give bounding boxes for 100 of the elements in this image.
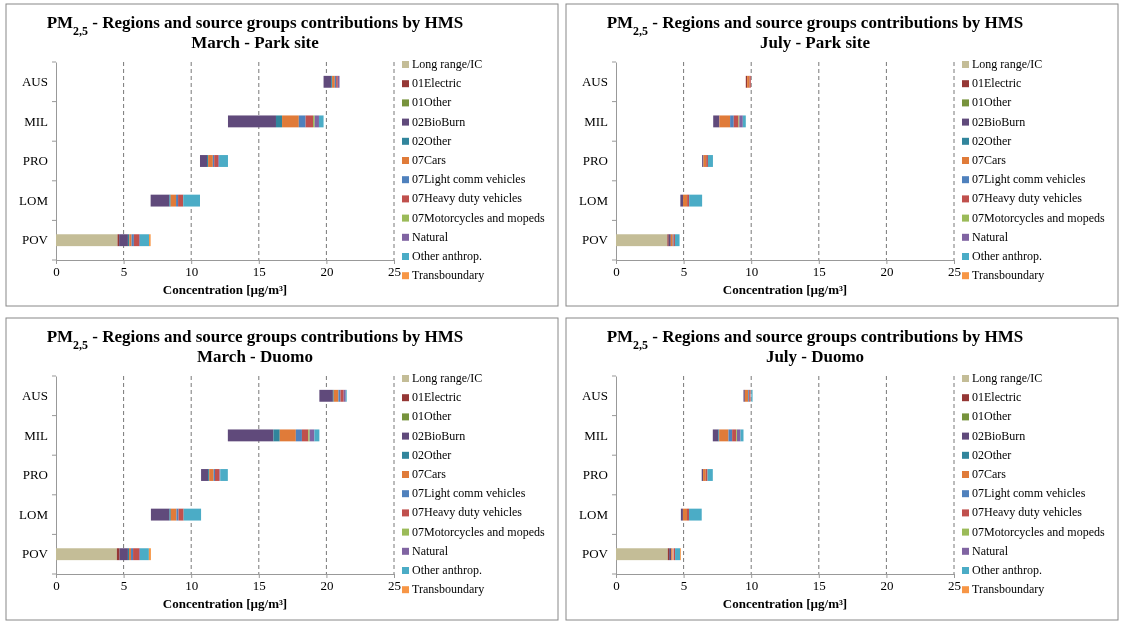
legend-label: Long range/IC: [412, 57, 483, 71]
x-tick-label: 15: [812, 264, 826, 280]
legend-label: 02Other: [412, 447, 452, 462]
legend-label: Transboundary: [412, 582, 485, 597]
chart-subtitle: March - Duomo: [197, 347, 313, 366]
legend-label: 01Other: [412, 95, 452, 110]
legend-label: 07Heavy duty vehicles: [972, 505, 1083, 520]
y-tick-label: AUS: [581, 387, 608, 403]
y-tick-label: LOM: [19, 506, 49, 522]
legend-label: Long range/IC: [412, 371, 483, 385]
x-tick-label: 0: [613, 578, 620, 594]
x-tick-label: 20: [320, 264, 334, 280]
legend-label: 01Electric: [972, 390, 1022, 405]
legend-label: 07Cars: [972, 467, 1007, 481]
legend-label: 07Motorcycles and mopeds: [972, 210, 1105, 225]
y-tick-label: LOM: [19, 192, 49, 208]
x-tick-label: 15: [812, 578, 826, 594]
x-tick-label: 10: [745, 578, 759, 594]
legend-label: 07Motorcycles and mopeds: [972, 524, 1105, 539]
x-axis-title: Concentration [µg/m³]: [162, 282, 288, 297]
legend-label: 07Light comm vehicles: [412, 172, 526, 187]
x-tick-label: 25: [388, 578, 401, 594]
legend-label: 07Heavy duty vehicles: [972, 191, 1083, 206]
legend-label: 01Other: [972, 95, 1012, 110]
legend-label: Other anthrop.: [972, 249, 1042, 263]
x-axis-title: Concentration [µg/m³]: [162, 596, 288, 611]
y-tick-label: PRO: [582, 153, 608, 169]
chart-subtitle: March - Park site: [191, 33, 320, 52]
legend-label: Other anthrop.: [412, 249, 482, 263]
legend-label: 07Light comm vehicles: [972, 486, 1086, 501]
legend-label: Natural: [412, 543, 449, 558]
legend-label: 02BioBurn: [972, 428, 1026, 443]
legend-label: 01Electric: [412, 390, 462, 405]
y-tick-label: MIL: [24, 113, 49, 129]
y-tick-label: MIL: [24, 427, 49, 443]
x-tick-label: 0: [53, 264, 60, 280]
legend-label: 07Light comm vehicles: [412, 486, 526, 501]
x-tick-label: 5: [120, 264, 128, 280]
y-tick-label: MIL: [584, 113, 609, 129]
y-tick-label: POV: [581, 546, 609, 562]
x-tick-label: 25: [948, 578, 961, 594]
chart-subtitle: July - Duomo: [765, 347, 865, 366]
legend-label: 02BioBurn: [412, 114, 466, 129]
legend-label: Transboundary: [972, 582, 1045, 597]
legend-label: Natural: [972, 229, 1009, 244]
x-tick-label: 20: [880, 264, 894, 280]
legend-label: 07Cars: [972, 153, 1007, 167]
legend-label: Natural: [972, 543, 1009, 558]
x-tick-label: 15: [252, 578, 266, 594]
legend-label: Other anthrop.: [972, 563, 1042, 577]
x-tick-label: 10: [745, 264, 759, 280]
chart-subtitle: July - Park site: [759, 33, 871, 52]
y-tick-label: POV: [21, 232, 49, 248]
y-tick-label: AUS: [581, 73, 608, 89]
x-tick-label: 5: [120, 578, 128, 594]
x-tick-label: 10: [185, 264, 199, 280]
y-tick-label: LOM: [579, 192, 609, 208]
x-tick-label: 0: [53, 578, 60, 594]
x-tick-label: 20: [320, 578, 334, 594]
y-tick-label: PRO: [22, 153, 48, 169]
y-tick-label: PRO: [22, 467, 48, 483]
x-tick-label: 0: [613, 264, 620, 280]
x-tick-label: 15: [252, 264, 266, 280]
legend-label: Long range/IC: [972, 57, 1043, 71]
legend-label: Long range/IC: [972, 371, 1043, 385]
y-tick-label: POV: [581, 232, 609, 248]
x-tick-label: 25: [948, 264, 961, 280]
legend-label: 02BioBurn: [412, 428, 466, 443]
legend-label: 01Other: [412, 409, 452, 424]
legend-label: 02Other: [972, 133, 1012, 148]
x-axis-title: Concentration [µg/m³]: [722, 282, 848, 297]
x-tick-label: 5: [680, 264, 688, 280]
legend-label: 07Light comm vehicles: [972, 172, 1086, 187]
legend-label: Other anthrop.: [412, 563, 482, 577]
legend-label: 02Other: [972, 447, 1012, 462]
legend-label: 01Electric: [412, 76, 462, 91]
y-tick-label: MIL: [584, 427, 609, 443]
legend-label: 01Electric: [972, 76, 1022, 91]
legend-label: 07Cars: [412, 153, 447, 167]
x-tick-label: 20: [880, 578, 894, 594]
legend-label: 02BioBurn: [972, 114, 1026, 129]
y-tick-label: AUS: [21, 73, 48, 89]
legend-label: Transboundary: [412, 268, 485, 283]
legend-label: 07Motorcycles and mopeds: [412, 524, 545, 539]
x-axis-title: Concentration [µg/m³]: [722, 596, 848, 611]
y-tick-label: POV: [21, 546, 49, 562]
x-tick-label: 25: [388, 264, 401, 280]
legend-label: 07Heavy duty vehicles: [412, 191, 523, 206]
legend-label: 07Motorcycles and mopeds: [412, 210, 545, 225]
legend-label: Transboundary: [972, 268, 1045, 283]
legend-label: 07Heavy duty vehicles: [412, 505, 523, 520]
y-tick-label: PRO: [582, 467, 608, 483]
legend-label: Natural: [412, 229, 449, 244]
y-tick-label: AUS: [21, 387, 48, 403]
y-tick-label: LOM: [579, 506, 609, 522]
legend-label: 02Other: [412, 133, 452, 148]
x-tick-label: 10: [185, 578, 199, 594]
legend-label: 07Cars: [412, 467, 447, 481]
x-tick-label: 5: [680, 578, 688, 594]
legend-label: 01Other: [972, 409, 1012, 424]
